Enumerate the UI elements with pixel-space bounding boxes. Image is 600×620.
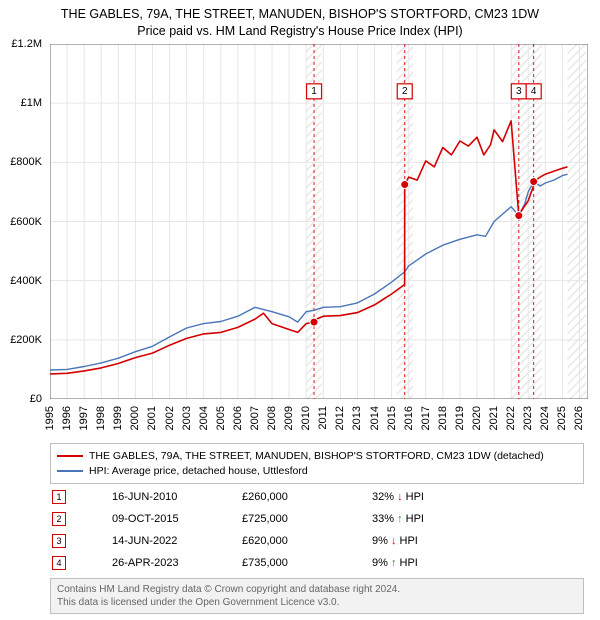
x-tick-label: 2003 bbox=[181, 406, 193, 430]
y-tick-label: £1.2M bbox=[11, 38, 42, 50]
x-tick-label: 2009 bbox=[283, 406, 295, 430]
chart-plot-area: 1 2 34 bbox=[50, 44, 588, 399]
chart-title-block: THE GABLES, 79A, THE STREET, MANUDEN, BI… bbox=[0, 0, 600, 40]
footer-line1: Contains HM Land Registry data © Crown c… bbox=[57, 583, 577, 596]
x-tick-label: 1998 bbox=[95, 406, 107, 430]
legend: THE GABLES, 79A, THE STREET, MANUDEN, BI… bbox=[50, 443, 584, 484]
x-tick-label: 2000 bbox=[129, 406, 141, 430]
x-tick-label: 2018 bbox=[437, 406, 449, 430]
sales-marker: 1 bbox=[52, 490, 66, 504]
y-tick-label: £0 bbox=[30, 393, 42, 405]
x-tick-label: 2024 bbox=[539, 406, 551, 430]
sales-date: 09-OCT-2015 bbox=[112, 513, 242, 525]
x-tick-label: 2001 bbox=[146, 406, 158, 430]
legend-label-property: THE GABLES, 79A, THE STREET, MANUDEN, BI… bbox=[89, 450, 544, 462]
x-tick-label: 2013 bbox=[351, 406, 363, 430]
chart-title-line2: Price paid vs. HM Land Registry's House … bbox=[0, 23, 600, 40]
y-tick-label: £1M bbox=[21, 97, 42, 109]
y-axis: £0£200K£400K£600K£800K£1M£1.2M bbox=[0, 44, 46, 399]
x-tick-label: 1996 bbox=[61, 406, 73, 430]
x-tick-label: 2006 bbox=[232, 406, 244, 430]
svg-text:1: 1 bbox=[311, 86, 317, 97]
legend-label-hpi: HPI: Average price, detached house, Uttl… bbox=[89, 465, 308, 477]
sales-date: 26-APR-2023 bbox=[112, 557, 242, 569]
x-tick-label: 2002 bbox=[164, 406, 176, 430]
x-tick-label: 1995 bbox=[44, 406, 56, 430]
sales-row: 3 14-JUN-2022£620,0009% ↓ HPI bbox=[50, 530, 584, 552]
sales-date: 16-JUN-2010 bbox=[112, 491, 242, 503]
sales-diff: 9% ↑ HPI bbox=[372, 557, 492, 569]
x-tick-label: 2021 bbox=[488, 406, 500, 430]
sales-marker: 3 bbox=[52, 534, 66, 548]
y-tick-label: £200K bbox=[10, 334, 42, 346]
x-tick-label: 2004 bbox=[198, 406, 210, 430]
x-tick-label: 2015 bbox=[386, 406, 398, 430]
sales-table: 1 16-JUN-2010£260,00032% ↓ HPI 2 09-OCT-201… bbox=[50, 486, 584, 574]
sales-row: 1 16-JUN-2010£260,00032% ↓ HPI bbox=[50, 486, 584, 508]
legend-swatch-hpi bbox=[57, 470, 83, 472]
chart-title-line1: THE GABLES, 79A, THE STREET, MANUDEN, BI… bbox=[0, 6, 600, 23]
sales-price: £735,000 bbox=[242, 557, 372, 569]
legend-swatch-property bbox=[57, 455, 83, 457]
svg-text:2: 2 bbox=[402, 86, 408, 97]
x-tick-label: 2010 bbox=[300, 406, 312, 430]
x-tick-label: 2012 bbox=[334, 406, 346, 430]
x-tick-label: 2014 bbox=[369, 406, 381, 430]
x-tick-label: 2020 bbox=[471, 406, 483, 430]
x-tick-label: 2005 bbox=[215, 406, 227, 430]
sales-marker: 2 bbox=[52, 512, 66, 526]
sales-diff: 33% ↑ HPI bbox=[372, 513, 492, 525]
x-tick-label: 2025 bbox=[556, 406, 568, 430]
footer-line2: This data is licensed under the Open Gov… bbox=[57, 596, 577, 609]
y-tick-label: £800K bbox=[10, 156, 42, 168]
legend-row-hpi: HPI: Average price, detached house, Uttl… bbox=[57, 463, 577, 478]
sales-row: 4 26-APR-2023£735,0009% ↑ HPI bbox=[50, 552, 584, 574]
sales-row: 2 09-OCT-2015£725,00033% ↑ HPI bbox=[50, 508, 584, 530]
x-tick-label: 2017 bbox=[420, 406, 432, 430]
sales-price: £620,000 bbox=[242, 535, 372, 547]
legend-row-property: THE GABLES, 79A, THE STREET, MANUDEN, BI… bbox=[57, 448, 577, 463]
sales-diff: 9% ↓ HPI bbox=[372, 535, 492, 547]
x-tick-label: 2007 bbox=[249, 406, 261, 430]
x-tick-label: 2016 bbox=[403, 406, 415, 430]
sales-price: £725,000 bbox=[242, 513, 372, 525]
x-tick-label: 2022 bbox=[505, 406, 517, 430]
x-tick-label: 2026 bbox=[573, 406, 585, 430]
x-tick-label: 2008 bbox=[266, 406, 278, 430]
x-tick-label: 2023 bbox=[522, 406, 534, 430]
sales-date: 14-JUN-2022 bbox=[112, 535, 242, 547]
y-tick-label: £400K bbox=[10, 275, 42, 287]
x-tick-label: 1997 bbox=[78, 406, 90, 430]
sales-marker: 4 bbox=[52, 556, 66, 570]
svg-text:4: 4 bbox=[531, 86, 537, 97]
x-tick-label: 2011 bbox=[317, 406, 329, 430]
x-tick-label: 2019 bbox=[454, 406, 466, 430]
sales-price: £260,000 bbox=[242, 491, 372, 503]
x-axis: 1995199619971998199920002001200220032004… bbox=[50, 402, 588, 442]
x-tick-label: 1999 bbox=[112, 406, 124, 430]
y-tick-label: £600K bbox=[10, 216, 42, 228]
footer-attribution: Contains HM Land Registry data © Crown c… bbox=[50, 578, 584, 614]
svg-text:3: 3 bbox=[516, 86, 522, 97]
sales-diff: 32% ↓ HPI bbox=[372, 491, 492, 503]
